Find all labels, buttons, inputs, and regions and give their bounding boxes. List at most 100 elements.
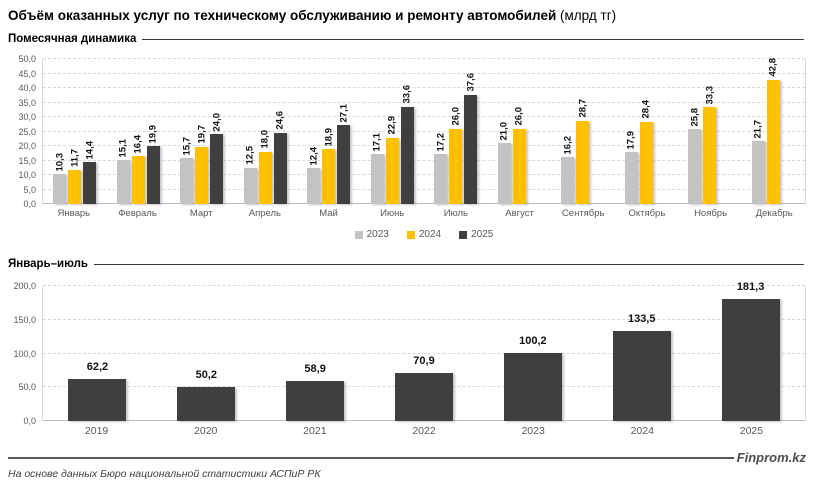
section-header-monthly: Помесячная динамика	[8, 33, 806, 45]
month-group-8: 21,0 26,0	[488, 59, 552, 204]
bar-value-label: 17,1	[371, 132, 383, 152]
bar-slot	[782, 59, 795, 204]
x-label-month: Декабрь	[755, 208, 793, 219]
month-group-5: 12,4 18,9 27,1	[297, 59, 361, 204]
bar-slot: 19,7	[195, 59, 209, 204]
bar-2024	[258, 151, 272, 204]
bar-slot: 28,4	[639, 59, 653, 204]
gridline	[43, 159, 805, 161]
x-label-year: 2024	[630, 425, 654, 437]
bar-2025	[273, 132, 287, 204]
bar-2024	[322, 149, 336, 204]
bar-value-label: 70,9	[413, 355, 435, 368]
bar-value-label: 18,9	[323, 127, 335, 147]
bar-value-label: 14,4	[84, 140, 96, 160]
x-label-year: 2025	[739, 425, 764, 437]
gridline	[43, 116, 805, 117]
bar-slot: 12,4	[307, 59, 321, 204]
bar-value-label: 21,7	[752, 119, 764, 139]
bar-2023	[307, 168, 321, 204]
gridline	[43, 101, 805, 103]
bar-slot: 100,2	[503, 286, 562, 421]
bar-slot: 22,9	[385, 59, 399, 204]
bar-slot: 25,8	[688, 59, 702, 204]
x-label-year: 2019	[84, 425, 109, 437]
bar-2025	[721, 298, 780, 421]
bar-2024	[68, 170, 82, 204]
y-tick-label: 25,0	[18, 126, 36, 137]
gridline	[43, 130, 805, 132]
bar-value-label: 16,4	[132, 134, 144, 154]
legend-swatch	[459, 230, 468, 239]
bar-slot	[655, 59, 668, 204]
gridline	[43, 352, 805, 354]
bar-slot: 28,7	[576, 59, 590, 204]
month-group-6: 17,1 22,9 33,6	[361, 59, 425, 204]
bar-value-label: 28,7	[577, 99, 589, 118]
footer-rule	[8, 456, 734, 459]
bar-value-label: 21,0	[498, 121, 510, 141]
bar-value-label: 18,0	[259, 130, 271, 149]
bar-2023	[116, 160, 130, 204]
month-group-1: 10,3 11,7 14,4	[43, 59, 107, 204]
legend-swatch	[354, 230, 363, 239]
bar-2025	[210, 134, 224, 204]
y-tick-label: 50,0	[18, 382, 36, 393]
bar-slot: 26,0	[512, 59, 526, 204]
bar-2024	[512, 128, 526, 204]
bar-2025	[400, 106, 414, 204]
bar-value-label: 15,1	[117, 138, 129, 158]
legend-label: 2023	[366, 229, 389, 240]
x-label-month: Январь	[57, 208, 91, 219]
month-group-7: 17,2 26,0 37,6	[424, 59, 488, 204]
bar-value-label: 37,6	[465, 73, 477, 92]
bar-2024	[612, 330, 671, 421]
bar-value-label: 33,6	[401, 85, 413, 104]
bar-2025	[83, 162, 97, 204]
y-tick-label: 5,0	[23, 184, 36, 195]
bar-value-label: 12,4	[308, 146, 320, 166]
year-group-2020: 50,2	[152, 286, 261, 421]
y-tick-label: 50,0	[18, 54, 36, 64]
bar-value-label: 15,7	[181, 136, 193, 156]
bar-value-label: 58,9	[304, 363, 326, 376]
x-label-year: 2023	[521, 425, 545, 437]
x-label-month: Март	[189, 208, 213, 219]
y-tick-label: 15,0	[18, 155, 36, 166]
x-axis-line	[43, 203, 805, 204]
footer: Finprom.kz	[8, 450, 806, 465]
bar-2024	[195, 146, 209, 204]
bar-2024	[385, 137, 399, 204]
bar-2023	[243, 167, 257, 204]
month-group-2: 15,1 16,4 19,9	[107, 59, 171, 204]
x-label-month: Октябрь	[628, 208, 666, 219]
bar-slot: 17,9	[624, 59, 638, 204]
bar-value-label: 16,2	[562, 135, 574, 155]
bar-value-label: 100,2	[519, 335, 547, 348]
page-title-unit: (млрд тг)	[560, 8, 617, 23]
section-header-ytd: Январь–июль	[8, 258, 806, 270]
bar-value-label: 24,0	[211, 112, 223, 132]
year-group-2022: 70,9	[370, 286, 479, 421]
x-label-year: 2020	[194, 425, 218, 437]
bar-2023	[370, 154, 384, 204]
y-tick-label: 100,0	[13, 348, 36, 359]
bar-slot: 10,3	[53, 59, 67, 204]
bar-value-label: 12,5	[244, 146, 256, 165]
y-tick-label: 150,0	[13, 314, 36, 325]
bar-slot: 14,4	[83, 59, 97, 204]
bar-value-label: 19,9	[147, 124, 159, 144]
y-tick-label: 30,0	[18, 112, 36, 122]
ytd-chart-y-axis: 0,0 50,0 100,0 150,0 200,0	[8, 281, 42, 426]
year-group-2019: 62,2	[43, 286, 152, 421]
bar-value-label: 19,7	[196, 125, 208, 144]
bar-slot: 19,9	[146, 59, 160, 204]
bar-value-label: 26,0	[450, 107, 462, 126]
x-label-month: Август	[505, 208, 534, 219]
year-group-2023: 100,2	[478, 286, 587, 421]
bar-slot: 42,8	[766, 58, 780, 204]
month-group-4: 12,5 18,0 24,6	[234, 59, 298, 204]
bar-value-label: 62,2	[86, 361, 109, 374]
bar-value-label: 22,9	[386, 116, 398, 135]
